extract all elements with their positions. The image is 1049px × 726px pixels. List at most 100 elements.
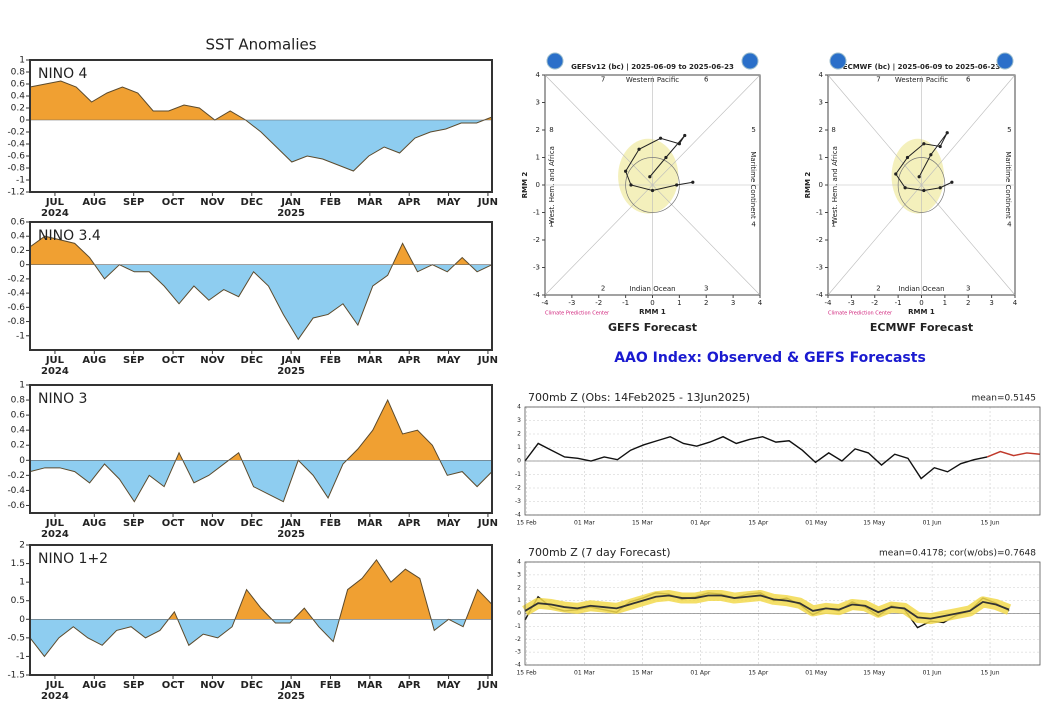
chart-title: SST Anomalies: [205, 36, 316, 54]
phase-number: 6: [966, 75, 971, 83]
phase-number: 6: [704, 75, 709, 83]
trajectory-point: [938, 186, 942, 190]
x-axis-label: RMM 1: [908, 308, 935, 316]
y-tick-label: 2: [819, 126, 823, 134]
phase-number: 7: [876, 75, 880, 83]
positive-area: [30, 400, 492, 461]
trajectory-point: [903, 186, 907, 190]
region-label: West. Hem. and Africa: [831, 146, 839, 224]
y-tick-label: 0.8: [11, 396, 26, 406]
x-tick-label: FEB: [320, 355, 341, 366]
x-tick-label: JUL: [45, 197, 65, 208]
y-tick-label: 0.2: [11, 441, 25, 451]
y-tick-label: -0.2: [7, 274, 25, 284]
region-label: Maritime Continent: [1004, 151, 1012, 219]
trajectory-point: [950, 180, 954, 184]
x-tick-label: -3: [848, 299, 855, 307]
anomaly-line: [29, 235, 493, 341]
x-tick-label: 01 Mar: [574, 520, 595, 527]
y-tick-label: 1: [19, 381, 25, 391]
series-label: NINO 3: [38, 391, 87, 407]
x-tick-label: OCT: [162, 197, 185, 208]
y-tick-label: 4: [536, 71, 541, 79]
y-tick-label: 0.4: [11, 426, 26, 436]
chart-stat: mean=0.5145: [971, 394, 1036, 404]
year-label: 2025: [277, 529, 305, 540]
x-tick-label: 0: [919, 299, 923, 307]
x-tick-label: 15 May: [863, 670, 885, 677]
frame: [524, 561, 1041, 666]
y-tick-label: 4: [517, 559, 521, 566]
x-tick-label: JAN: [280, 518, 301, 529]
series-line: [524, 594, 1010, 620]
x-tick-label: 3: [989, 299, 993, 307]
y-tick-label: 0: [19, 116, 25, 126]
y-tick-label: -3: [533, 264, 540, 272]
x-tick-label: -4: [825, 299, 833, 307]
x-tick-label: 15 May: [863, 520, 885, 527]
x-tick-label: JUN: [477, 680, 498, 691]
y-tick-label: -0.4: [7, 486, 25, 496]
logo: [741, 52, 759, 70]
x-tick-label: APR: [398, 355, 421, 366]
trajectory-point: [664, 155, 668, 160]
anomaly-line: [29, 558, 493, 658]
year-label: 2024: [41, 208, 69, 219]
y-tick-label: -1: [515, 623, 521, 630]
logo: [829, 52, 847, 70]
y-tick-label: -1: [16, 176, 25, 186]
y-tick-label: 0.6: [11, 218, 26, 228]
x-tick-label: SEP: [123, 197, 144, 208]
trajectory-point: [929, 153, 933, 157]
phase-number: 4: [751, 221, 756, 229]
y-tick-label: 2: [19, 541, 25, 551]
x-tick-label: 15 Jun: [981, 520, 1000, 527]
x-tick-label: AUG: [82, 680, 106, 691]
y-tick-label: -2: [515, 485, 521, 492]
x-tick-label: 01 May: [805, 670, 827, 677]
phase-number: 8: [549, 126, 553, 134]
phase-number: 1: [549, 221, 553, 229]
x-tick-label: 15 Feb: [516, 520, 536, 527]
x-tick-label: NOV: [200, 355, 225, 366]
x-tick-label: MAY: [437, 197, 462, 208]
y-tick-label: -0.4: [7, 289, 25, 299]
phase-number: 5: [751, 126, 755, 134]
y-tick-label: 4: [819, 71, 824, 79]
y-tick-label: 0.2: [11, 104, 25, 114]
negative-area: [30, 120, 492, 171]
x-tick-label: JUN: [477, 518, 498, 529]
y-tick-label: -1: [533, 209, 540, 217]
y-tick-label: 0: [536, 181, 540, 189]
x-tick-label: AUG: [82, 197, 106, 208]
x-tick-label: SEP: [123, 518, 144, 529]
x-tick-label: 0: [650, 299, 654, 307]
year-label: 2025: [277, 208, 305, 219]
x-tick-label: JAN: [280, 355, 301, 366]
x-axis-label: RMM 1: [639, 308, 666, 316]
y-tick-label: -2: [515, 636, 521, 643]
phase-number: 4: [1007, 221, 1012, 229]
trajectory-point: [945, 131, 949, 135]
y-tick-label: 3: [517, 571, 521, 578]
x-tick-label: 1: [943, 299, 947, 307]
anomaly-line: [29, 80, 493, 172]
phase-number: 2: [601, 284, 605, 292]
chart-title: 700mb Z (Obs: 14Feb2025 - 13Jun2025): [528, 391, 750, 404]
y-tick-label: -0.5: [7, 633, 25, 643]
trajectory-point: [637, 147, 641, 151]
y-tick-label: 3: [819, 99, 823, 107]
y-tick-label: 0.4: [11, 92, 26, 102]
series-line: [524, 435, 988, 480]
y-tick-label: 0: [19, 615, 25, 625]
y-tick-label: -0.8: [7, 164, 25, 174]
trajectory-point: [658, 136, 663, 140]
x-tick-label: MAY: [437, 680, 462, 691]
x-tick-label: FEB: [320, 518, 341, 529]
chart-header: GEFSv12 (bc) | 2025-06-09 to 2025-06-23: [571, 63, 734, 72]
y-tick-label: 0.4: [11, 232, 26, 242]
positive-area: [30, 81, 492, 120]
chart-caption: ECMWF Forecast: [870, 321, 973, 334]
trajectory-point: [938, 144, 942, 149]
